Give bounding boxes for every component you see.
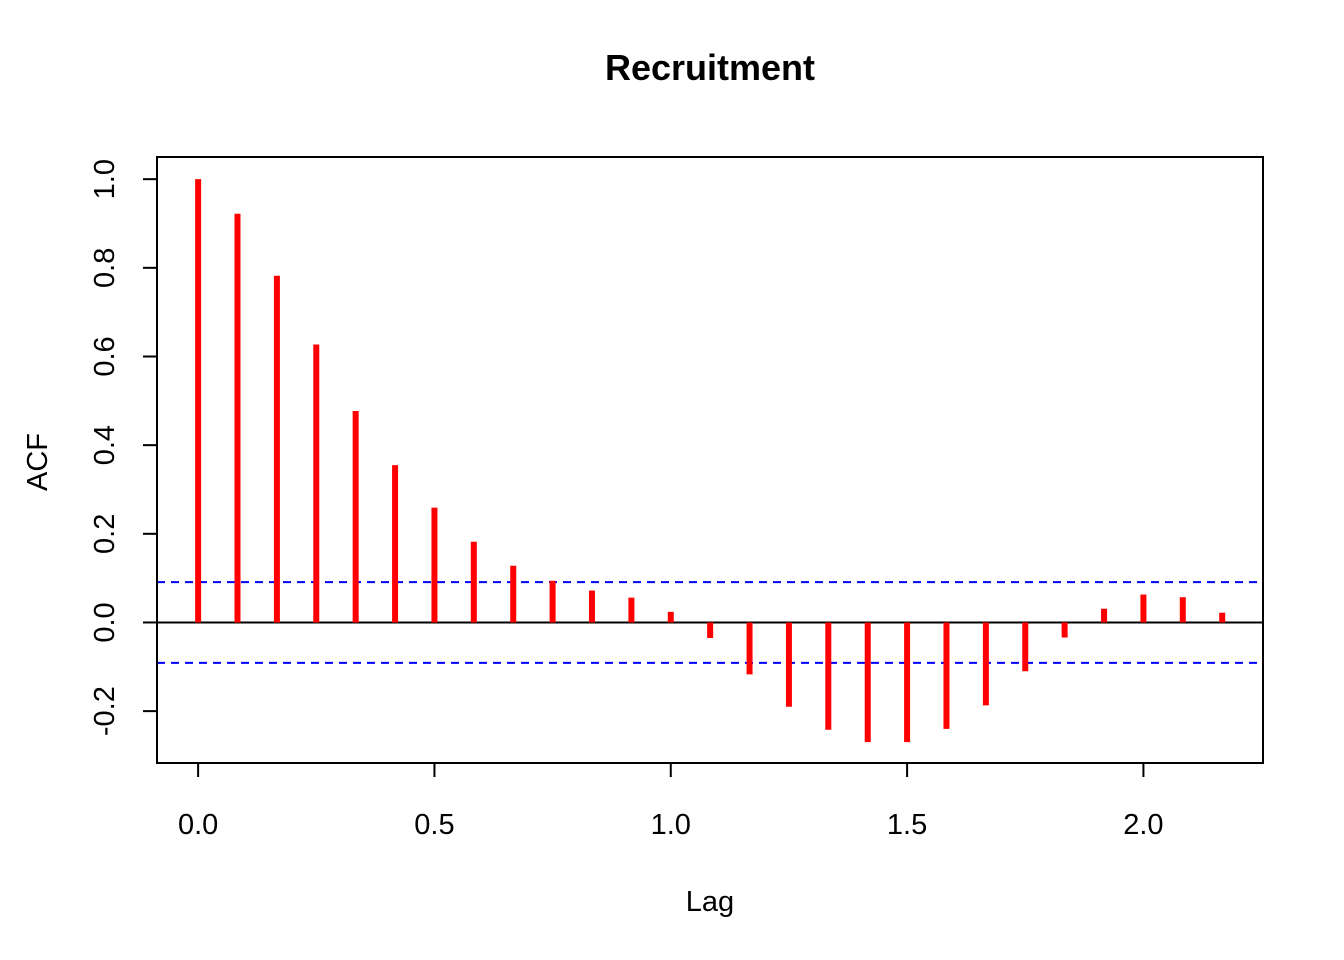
- y-axis-label: ACF: [22, 433, 54, 491]
- y-tick-label: 0.2: [89, 514, 121, 554]
- y-tick-label: 0.0: [89, 602, 121, 642]
- y-tick-label: 1.0: [89, 159, 121, 199]
- x-tick-label: 0.0: [178, 809, 218, 841]
- x-tick-label: 1.5: [887, 809, 927, 841]
- plot-area: [156, 156, 1264, 764]
- x-tick-label: 1.0: [651, 809, 691, 841]
- y-axis: -0.2 0.0 0.2 0.4 0.6 0.8 1.0: [89, 159, 158, 736]
- x-tick-label: 2.0: [1123, 809, 1163, 841]
- y-tick-label: 0.4: [89, 425, 121, 465]
- x-tick-label: 0.5: [414, 809, 454, 841]
- x-axis-label: Lag: [686, 886, 734, 918]
- plot-frame: [156, 156, 1264, 764]
- chart-title: Recruitment: [605, 47, 815, 88]
- y-tick-label: 0.8: [89, 248, 121, 288]
- x-axis: 0.0 0.5 1.0 1.5 2.0: [178, 762, 1164, 841]
- y-tick-label: -0.2: [89, 686, 121, 736]
- y-tick-label: 0.6: [89, 336, 121, 376]
